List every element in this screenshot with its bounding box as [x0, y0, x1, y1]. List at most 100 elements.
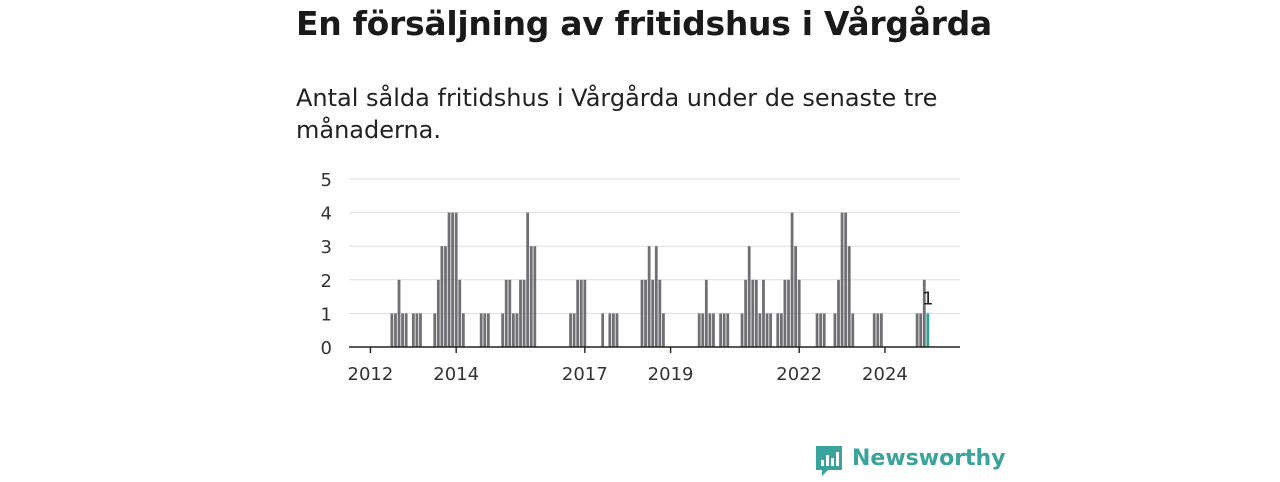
- x-tick-label: 2017: [562, 364, 608, 385]
- bar: [819, 313, 823, 347]
- page-title: En försäljning av fritidshus i Vårgårda: [296, 4, 992, 43]
- bar: [615, 313, 619, 347]
- bar: [526, 212, 530, 347]
- bar: [769, 313, 773, 347]
- bar: [915, 313, 919, 347]
- y-tick-label: 1: [321, 304, 332, 325]
- bar: [787, 279, 790, 347]
- bar: [458, 279, 462, 347]
- bar: [486, 313, 490, 347]
- x-tick-label: 2024: [862, 364, 908, 385]
- highlight-bar: [926, 313, 930, 347]
- bar: [529, 246, 533, 347]
- bar: [501, 313, 505, 347]
- bar: [822, 313, 826, 347]
- bar: [394, 313, 397, 347]
- bar: [511, 313, 515, 347]
- brand-logo: Newsworthy: [814, 444, 1006, 480]
- bar: [411, 313, 415, 347]
- bar: [504, 279, 508, 347]
- bar: [701, 313, 705, 347]
- bar: [708, 313, 712, 347]
- bar: [815, 313, 819, 347]
- bar: [790, 212, 794, 347]
- x-tick-label: 2019: [648, 364, 694, 385]
- bar: [415, 313, 419, 347]
- y-tick-label: 2: [321, 271, 332, 292]
- sales-bar-chart: 0 1 2 3 4 5 1 2012 2014 2017 2019 2022 2024: [321, 170, 960, 385]
- bar: [647, 246, 651, 347]
- x-tick-label: 2014: [433, 364, 479, 385]
- bar: [644, 279, 647, 347]
- bar: [876, 313, 880, 347]
- bar: [662, 313, 665, 347]
- data-label: 1: [922, 288, 933, 309]
- bar: [640, 279, 644, 347]
- bar: [844, 212, 848, 347]
- bar: [704, 279, 708, 347]
- bar: [783, 279, 787, 347]
- bar: [837, 279, 840, 347]
- bar: [515, 313, 519, 347]
- bar: [840, 212, 844, 347]
- chart-subtitle: Antal sålda fritidshus i Vårgårda under …: [296, 84, 938, 144]
- bar: [654, 246, 658, 347]
- bar: [740, 313, 744, 347]
- newsworthy-logo-icon: [816, 446, 842, 476]
- bar: [397, 279, 401, 347]
- bar: [847, 246, 851, 347]
- bar: [436, 279, 440, 347]
- y-tick-label: 4: [321, 204, 332, 225]
- bar: [758, 313, 762, 347]
- bar: [404, 313, 408, 347]
- bar: [762, 279, 765, 347]
- bar: [880, 313, 883, 347]
- bar: [579, 279, 583, 347]
- bar: [583, 279, 587, 347]
- x-tick-label: 2022: [776, 364, 822, 385]
- bar: [697, 313, 701, 347]
- x-tick-label: 2012: [348, 364, 394, 385]
- bar: [765, 313, 769, 347]
- bar: [744, 279, 748, 347]
- bar: [922, 279, 926, 347]
- y-tick-label: 5: [321, 170, 332, 191]
- bar: [461, 313, 465, 347]
- bar: [440, 246, 444, 347]
- bar: [919, 313, 923, 347]
- bar: [419, 313, 422, 347]
- bar: [779, 313, 783, 347]
- bar: [726, 313, 730, 347]
- bar: [794, 246, 798, 347]
- bar: [390, 313, 394, 347]
- bar: [722, 313, 726, 347]
- bar: [519, 279, 522, 347]
- bar: [851, 313, 855, 347]
- y-tick-label: 0: [321, 338, 332, 359]
- bar: [444, 246, 447, 347]
- bar: [569, 313, 572, 347]
- bar: [433, 313, 437, 347]
- bar: [572, 313, 576, 347]
- bar: [576, 279, 580, 347]
- bar: [601, 313, 605, 347]
- bar: [454, 212, 458, 347]
- bar: [712, 313, 715, 347]
- bar: [872, 313, 876, 347]
- bar: [451, 212, 455, 347]
- bar: [747, 246, 751, 347]
- y-tick-label: 3: [321, 237, 332, 258]
- bar: [508, 279, 512, 347]
- bar: [754, 279, 758, 347]
- bar: [533, 246, 537, 347]
- bar: [483, 313, 487, 347]
- bar: [522, 279, 526, 347]
- bar: [401, 313, 404, 347]
- bar: [608, 313, 612, 347]
- bar: [658, 279, 662, 347]
- bar: [447, 212, 451, 347]
- bar: [797, 279, 801, 347]
- bar: [479, 313, 483, 347]
- bar: [776, 313, 780, 347]
- bar: [651, 279, 655, 347]
